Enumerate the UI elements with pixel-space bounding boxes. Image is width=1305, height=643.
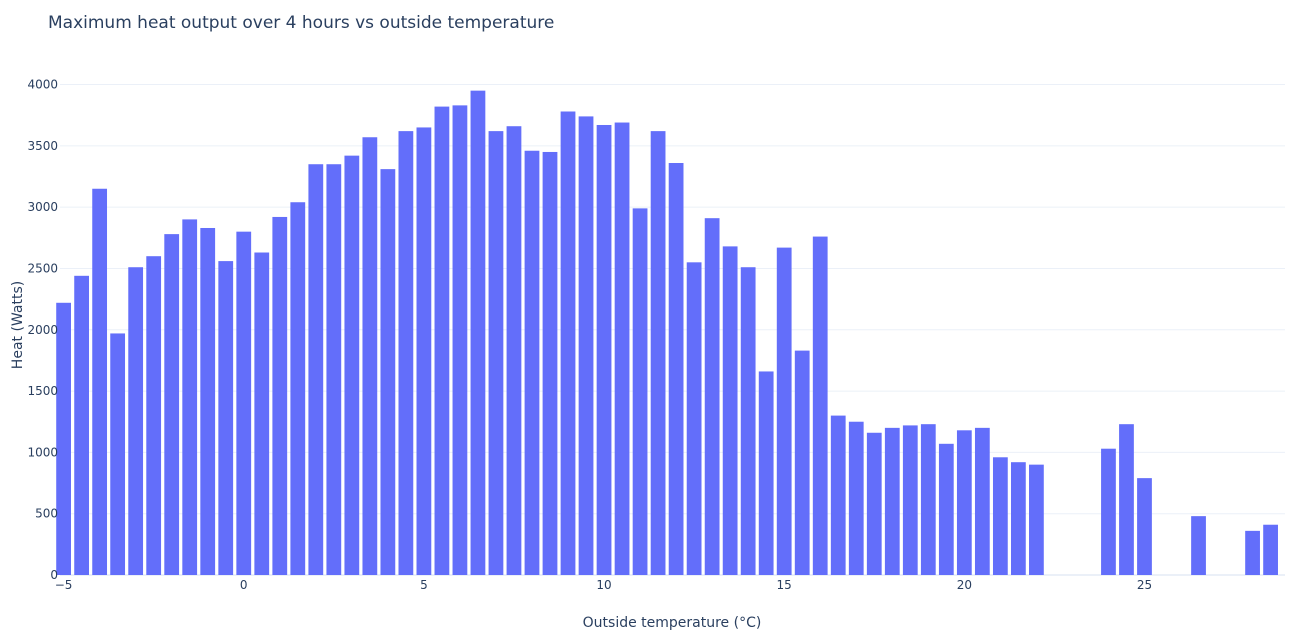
bar <box>902 425 918 575</box>
bar <box>182 219 198 575</box>
y-axis-ticks: 0 500 1000 1500 2000 2500 3000 3500 4000 <box>27 78 58 582</box>
bar <box>704 218 720 575</box>
x-tick-label: 10 <box>596 578 611 592</box>
y-axis-title: Heat (Watts) <box>10 281 26 369</box>
bar <box>1029 464 1044 575</box>
bar <box>632 208 648 575</box>
bars <box>56 90 1278 576</box>
x-axis-ticks: −5 0 5 10 15 20 25 <box>55 578 1152 592</box>
bar <box>416 127 432 575</box>
bar <box>488 131 504 575</box>
bar <box>380 169 396 575</box>
bar <box>362 137 378 575</box>
bar <box>956 430 972 575</box>
bar <box>668 163 684 575</box>
x-tick-label: 5 <box>420 578 428 592</box>
bar <box>164 234 180 575</box>
bar <box>1137 478 1152 575</box>
bar <box>560 111 576 575</box>
bar <box>1263 524 1278 575</box>
y-tick-label: 500 <box>35 507 58 521</box>
bar <box>74 275 90 575</box>
bar <box>686 262 702 575</box>
bar <box>218 261 234 575</box>
bar <box>542 151 558 575</box>
y-tick-label: 3000 <box>27 200 58 214</box>
bar <box>470 90 486 576</box>
x-tick-label: 20 <box>957 578 972 592</box>
bar <box>740 267 756 575</box>
bar <box>596 124 612 575</box>
bar <box>974 427 990 575</box>
bar <box>92 188 108 575</box>
y-tick-label: 0 <box>50 568 58 582</box>
y-tick-label: 2500 <box>27 261 58 275</box>
y-tick-label: 3500 <box>27 139 58 153</box>
bar <box>578 116 594 576</box>
bar <box>884 427 900 575</box>
bar <box>848 421 864 575</box>
bar <box>1101 448 1116 575</box>
bar <box>290 202 306 575</box>
bar <box>1245 530 1260 575</box>
bar <box>866 432 882 575</box>
x-tick-label: 15 <box>777 578 792 592</box>
bar <box>776 247 792 575</box>
bar <box>650 131 666 575</box>
bar <box>938 443 954 575</box>
bar <box>128 267 144 575</box>
bar <box>830 415 846 575</box>
bar <box>308 164 324 575</box>
y-tick-label: 1500 <box>27 384 58 398</box>
bar <box>254 252 270 575</box>
x-tick-label: 0 <box>240 578 248 592</box>
y-tick-label: 4000 <box>27 78 58 92</box>
bar <box>398 131 414 575</box>
x-tick-label: −5 <box>55 578 73 592</box>
bar <box>452 105 468 575</box>
bar <box>272 216 288 575</box>
bar <box>1119 424 1134 575</box>
bar <box>506 126 522 575</box>
bar <box>344 155 360 575</box>
bar <box>326 164 342 575</box>
bar <box>236 231 252 575</box>
y-tick-label: 1000 <box>27 445 58 459</box>
bar <box>794 350 810 575</box>
bar <box>1191 516 1206 575</box>
bar <box>1010 462 1026 575</box>
bar <box>920 424 936 575</box>
bar <box>56 302 71 575</box>
bar <box>812 236 828 576</box>
bar <box>434 106 450 575</box>
bar <box>992 457 1008 575</box>
bar <box>524 150 540 575</box>
bar <box>146 256 162 575</box>
bar <box>200 227 216 575</box>
bar <box>722 246 738 575</box>
chart-title: Maximum heat output over 4 hours vs outs… <box>48 13 554 33</box>
x-axis-title: Outside temperature (°C) <box>583 615 762 631</box>
x-tick-label: 25 <box>1137 578 1152 592</box>
bar <box>614 122 630 576</box>
y-tick-label: 2000 <box>27 323 58 337</box>
bar <box>758 371 774 575</box>
bar <box>110 333 126 575</box>
